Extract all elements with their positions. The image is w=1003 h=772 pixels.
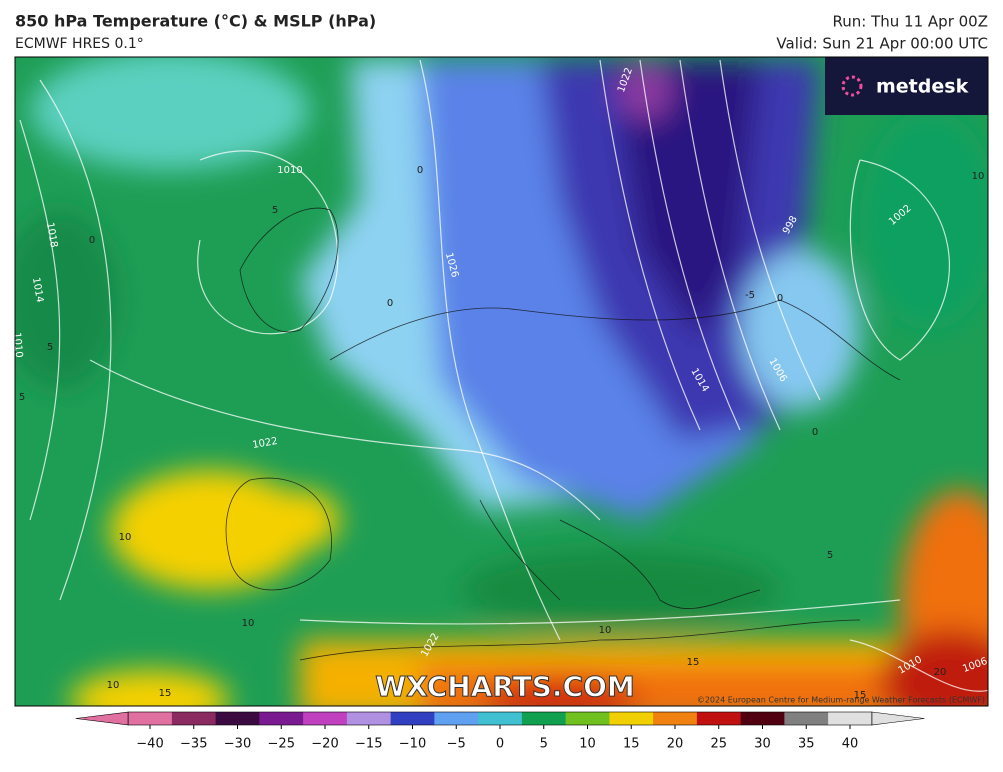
temperature-label: 15: [854, 690, 867, 701]
temperature-label: 0: [387, 298, 393, 309]
colorbar-tick-label: −15: [355, 737, 382, 752]
map-frame: [14, 56, 989, 707]
colorbar-tick-label: −40: [136, 737, 163, 752]
colorbar-tick-label: 25: [710, 737, 727, 752]
temperature-field: [15, 57, 988, 706]
colorbar-segment: [696, 712, 742, 725]
temperature-label: 10: [242, 618, 255, 629]
colorbar-segment: [740, 712, 785, 725]
isobar-label: 1010: [11, 332, 24, 358]
colorbar-segment: [653, 712, 698, 725]
colorbar-end-high: [871, 711, 925, 726]
temperature-label: 5: [827, 550, 833, 561]
colorbar-tick-label: 40: [842, 737, 859, 752]
colorbar-segment: [478, 712, 523, 725]
copyright: ©2024 European Centre for Medium-range W…: [697, 696, 985, 705]
colorbar-segment: [171, 712, 217, 725]
run-time: Run: Thu 11 Apr 00Z: [833, 13, 988, 31]
temperature-label: 10: [107, 680, 120, 691]
isobar-label: 1018: [44, 222, 59, 249]
temperature-label: 20: [934, 667, 947, 678]
colorbar-segment: [303, 712, 348, 725]
isobar-label: 1014: [30, 277, 45, 304]
isobar-label: 1010: [277, 165, 302, 176]
colorbar-segment: [784, 712, 829, 725]
colorbar-segment: [434, 712, 479, 725]
coastlines: [225, 207, 901, 661]
valid-time: Valid: Sun 21 Apr 00:00 UTC: [776, 35, 988, 53]
colorbar-segment: [521, 712, 567, 725]
colorbar-segment: [390, 712, 435, 725]
colorbar-tick-label: −30: [224, 737, 251, 752]
colorbar-tick-label: −35: [180, 737, 207, 752]
temperature-label: 0: [812, 427, 818, 438]
colorbar-tick-label: −10: [399, 737, 426, 752]
temperature-label: 0: [417, 165, 423, 176]
colorbar-tick-label: −20: [311, 737, 338, 752]
isobar-label: 1022: [252, 436, 279, 451]
colorbar-segment: [609, 712, 654, 725]
temperature-label: 10: [119, 532, 132, 543]
temperature-label: 15: [159, 688, 172, 699]
logo-text: metdesk: [876, 76, 969, 98]
colorbar-tick-label: −5: [447, 737, 466, 752]
colorbar-tick-label: 15: [623, 737, 640, 752]
logo-box: [825, 57, 988, 115]
temperature-label: 5: [47, 342, 53, 353]
temperature-label: 0: [89, 235, 95, 246]
colorbar-tick-label: −25: [268, 737, 295, 752]
colorbar-tick-label: 5: [540, 737, 548, 752]
model-name: ECMWF HRES 0.1°: [15, 36, 144, 52]
logo-icon: [841, 75, 863, 97]
temperature-label: 15: [687, 657, 700, 668]
temperature-label: -5: [745, 290, 755, 301]
watermark: WXCHARTS.COM: [375, 670, 635, 703]
isobars: [19, 59, 988, 692]
colorbar-segment: [128, 712, 173, 725]
colorbar-tick-label: 20: [667, 737, 684, 752]
temperature-label: 10: [599, 625, 612, 636]
colorbar-end-low: [75, 711, 129, 726]
colorbar-segment: [259, 712, 304, 725]
temperature-label: 10: [972, 171, 985, 182]
map-title: 850 hPa Temperature (°C) & MSLP (hPa): [15, 12, 376, 31]
temperature-label: 0: [777, 293, 783, 304]
colorbar-tick-label: 30: [754, 737, 771, 752]
colorbar-tick-label: 35: [798, 737, 815, 752]
colorbar-tick-label: 10: [579, 737, 596, 752]
colorbar-segment: [565, 712, 610, 725]
colorbar-tick-label: 0: [496, 737, 504, 752]
colorbar: −40 −35 −30 −25 −20 −15 −10 −5 0 5 10 15 20 25 30 35 40: [75, 711, 925, 752]
colorbar-segment: [346, 712, 392, 725]
colorbar-segment: [215, 712, 260, 725]
colorbar-segment: [828, 712, 873, 725]
temperature-label: 5: [272, 205, 278, 216]
temperature-label: 5: [19, 392, 25, 403]
